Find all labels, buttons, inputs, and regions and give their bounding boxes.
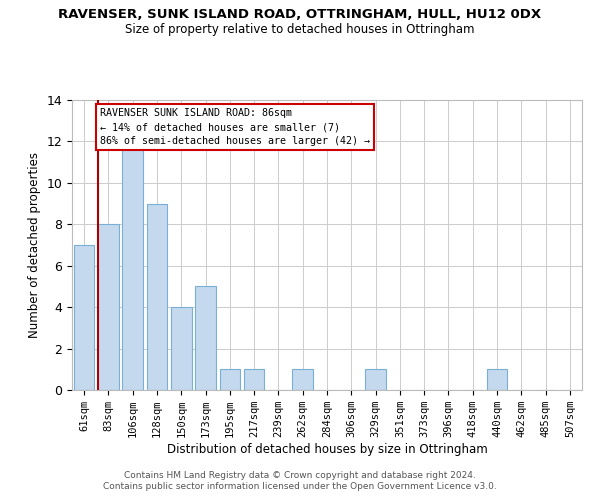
Bar: [292, 370, 313, 390]
Bar: [74, 245, 94, 390]
Bar: [171, 307, 191, 390]
Text: Contains HM Land Registry data © Crown copyright and database right 2024.: Contains HM Land Registry data © Crown c…: [124, 471, 476, 480]
Bar: [146, 204, 167, 390]
Text: Distribution of detached houses by size in Ottringham: Distribution of detached houses by size …: [167, 442, 487, 456]
Text: RAVENSER, SUNK ISLAND ROAD, OTTRINGHAM, HULL, HU12 0DX: RAVENSER, SUNK ISLAND ROAD, OTTRINGHAM, …: [58, 8, 542, 20]
Bar: [244, 370, 265, 390]
Bar: [365, 370, 386, 390]
Text: Contains public sector information licensed under the Open Government Licence v3: Contains public sector information licen…: [103, 482, 497, 491]
Y-axis label: Number of detached properties: Number of detached properties: [28, 152, 41, 338]
Bar: [122, 142, 143, 390]
Bar: [487, 370, 508, 390]
Bar: [195, 286, 216, 390]
Bar: [98, 224, 119, 390]
Text: Size of property relative to detached houses in Ottringham: Size of property relative to detached ho…: [125, 22, 475, 36]
Text: RAVENSER SUNK ISLAND ROAD: 86sqm
← 14% of detached houses are smaller (7)
86% of: RAVENSER SUNK ISLAND ROAD: 86sqm ← 14% o…: [100, 108, 370, 146]
Bar: [220, 370, 240, 390]
